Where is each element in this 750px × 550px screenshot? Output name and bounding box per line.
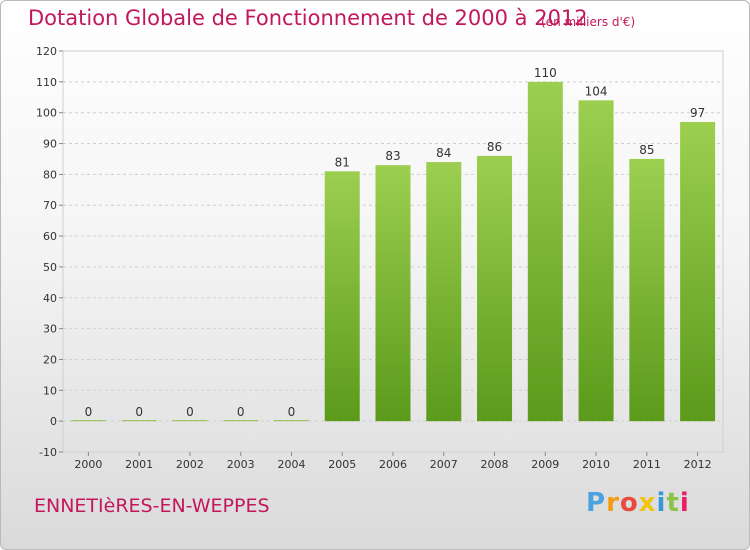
x-tick-label: 2002 <box>176 458 204 471</box>
y-tick-label: 40 <box>43 292 57 305</box>
y-tick-label: 100 <box>36 107 57 120</box>
data-label: 97 <box>690 106 705 120</box>
bar <box>273 420 309 422</box>
data-label: 0 <box>135 405 143 419</box>
y-tick-label: 70 <box>43 199 57 212</box>
data-labels: 0 0 0 0 0 81 83 84 86 110 104 85 97 <box>85 66 706 419</box>
data-label: 110 <box>534 66 557 80</box>
y-tick-label: 20 <box>43 353 57 366</box>
logo-letter: i <box>679 488 690 518</box>
x-tick-label: 2012 <box>684 458 712 471</box>
bar <box>477 155 513 422</box>
x-tick-label: 2001 <box>125 458 153 471</box>
bar <box>629 158 665 422</box>
bar <box>223 420 259 422</box>
bar <box>172 420 208 422</box>
y-tick-label: 50 <box>43 261 57 274</box>
data-label: 0 <box>288 405 296 419</box>
data-label: 0 <box>186 405 194 419</box>
x-tick-label: 2008 <box>481 458 509 471</box>
x-tick-label: 2010 <box>582 458 610 471</box>
y-tick-label: 30 <box>43 323 57 336</box>
logo-letter: r <box>606 488 620 518</box>
data-label: 0 <box>85 405 93 419</box>
x-tick-label: 2007 <box>430 458 458 471</box>
x-tick-label: 2009 <box>531 458 559 471</box>
y-tick-label: 0 <box>50 415 57 428</box>
bar <box>527 81 563 422</box>
y-tick-label: 80 <box>43 168 57 181</box>
logo-letter: t <box>666 488 680 518</box>
x-tick-label: 2000 <box>74 458 102 471</box>
logo-letter: x <box>638 488 657 518</box>
logo-letter: i <box>656 488 667 518</box>
data-label: 0 <box>237 405 245 419</box>
data-label: 84 <box>436 146 451 160</box>
y-tick-label: 110 <box>36 76 57 89</box>
logo-letter: o <box>619 488 639 518</box>
y-tick-label: 60 <box>43 230 57 243</box>
data-label: 86 <box>487 140 502 154</box>
x-tick-label: 2006 <box>379 458 407 471</box>
logo-letter: P <box>586 488 607 518</box>
bar <box>426 162 462 422</box>
data-label: 81 <box>335 155 350 169</box>
proxiti-logo: Proxiti <box>586 488 690 518</box>
unit-note: (en milliers d'€) <box>541 15 636 29</box>
bar <box>121 420 157 422</box>
x-tick-label: 2011 <box>633 458 661 471</box>
bar <box>680 121 716 422</box>
chart-title: Dotation Globale de Fonctionnement de 20… <box>28 6 588 30</box>
bar <box>578 100 614 422</box>
data-label: 85 <box>639 143 654 157</box>
bar <box>375 165 411 422</box>
x-axis-labels: 2000 2001 2002 2003 2004 2005 2006 2007 2008 2009… <box>74 452 712 471</box>
x-tick-label: 2004 <box>277 458 305 471</box>
x-tick-label: 2003 <box>227 458 255 471</box>
bars <box>70 81 716 422</box>
y-tick-label: -10 <box>39 446 57 459</box>
y-axis-labels: -10 0 10 20 30 40 50 60 70 80 90 100 110 120 <box>36 45 57 459</box>
y-tick-label: 10 <box>43 384 57 397</box>
y-tick-label: 120 <box>36 45 57 58</box>
data-label: 83 <box>385 149 400 163</box>
bar <box>324 171 360 422</box>
x-tick-label: 2005 <box>328 458 356 471</box>
bar <box>70 420 106 422</box>
data-label: 104 <box>585 84 608 98</box>
commune-name: ENNETIèRES-EN-WEPPES <box>34 495 270 517</box>
y-tick-label: 90 <box>43 138 57 151</box>
